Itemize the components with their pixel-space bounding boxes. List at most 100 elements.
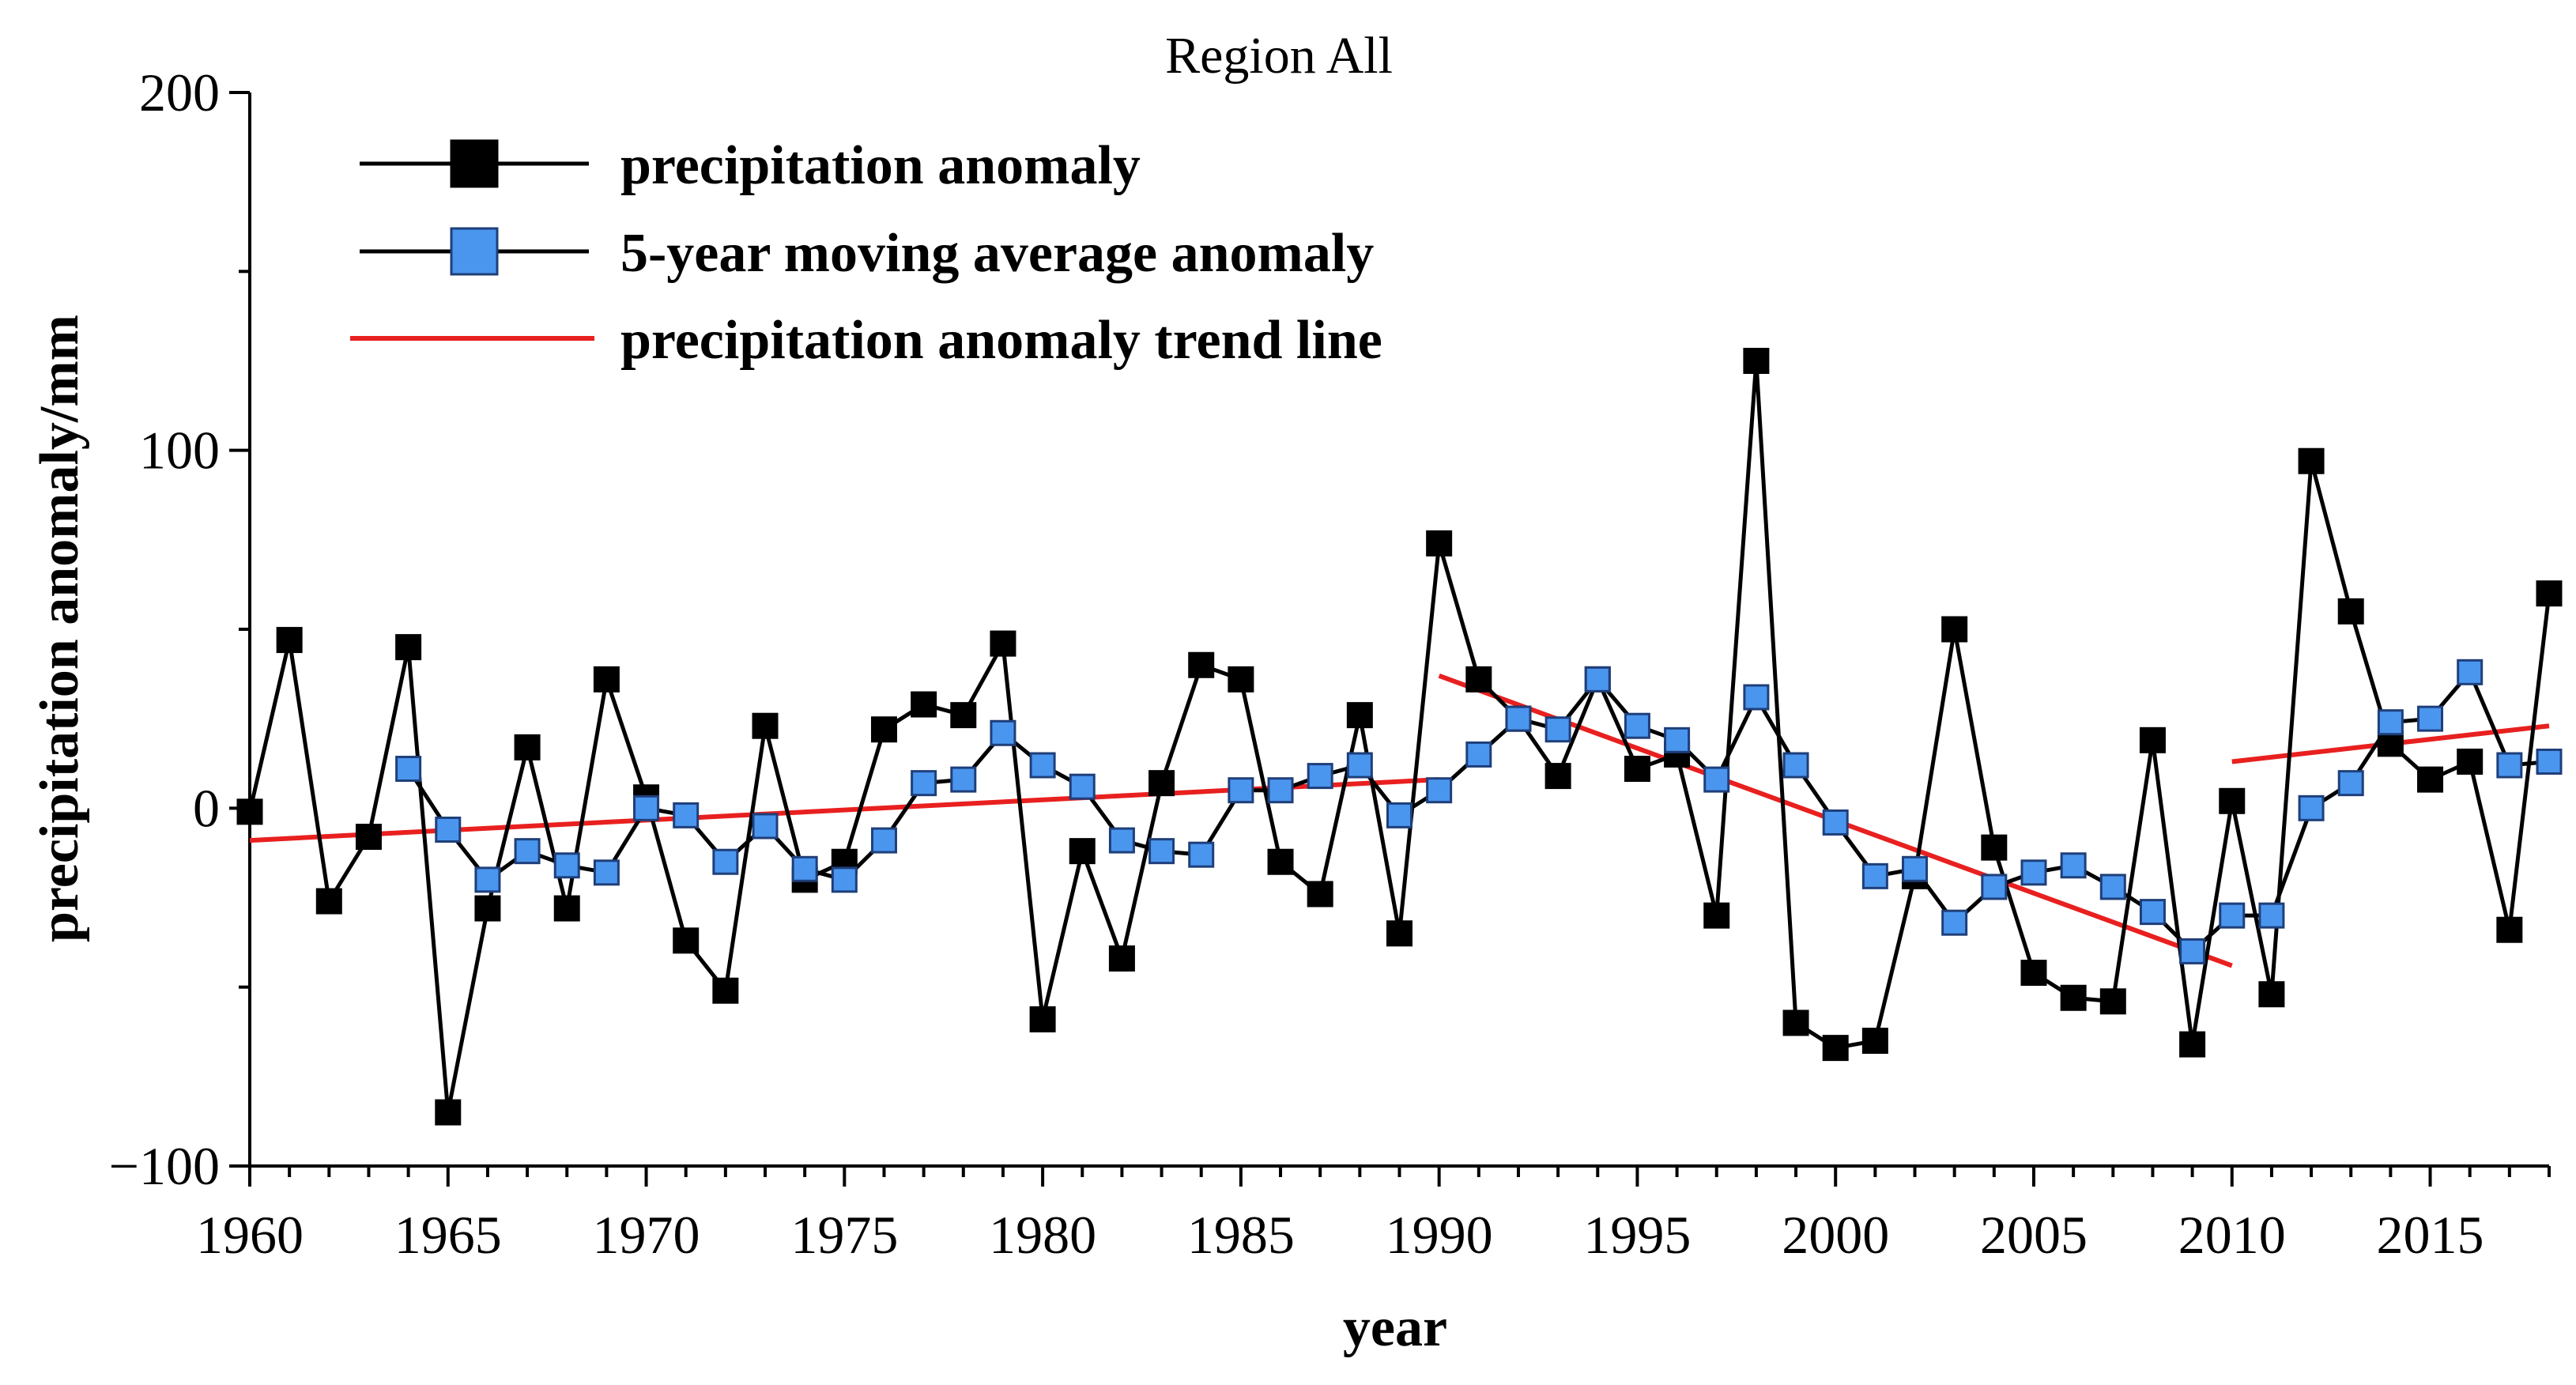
moving-average-point [1981, 874, 2008, 900]
moving-average-point [2179, 938, 2206, 964]
y-tick-label: 200 [139, 62, 220, 123]
anomaly-point [1544, 763, 1571, 790]
moving-average-point [1664, 726, 1691, 753]
anomaly-point [673, 927, 700, 954]
anomaly-point [1346, 702, 1373, 729]
anomaly-point [2377, 730, 2404, 757]
x-tick-label: 1960 [196, 1205, 304, 1265]
moving-average-point [1584, 666, 1611, 692]
moving-average-point [1108, 827, 1135, 854]
anomaly-point [355, 824, 382, 851]
y-tick-label: 100 [139, 421, 220, 481]
moving-average-point [2496, 752, 2523, 779]
chart-title: Region All [1165, 27, 1393, 85]
series [236, 348, 2563, 1126]
moving-average-point [1624, 712, 1650, 739]
moving-average-point [1465, 741, 1492, 768]
anomaly-point [435, 1099, 462, 1126]
moving-average-point [990, 719, 1016, 746]
anomaly-point [2337, 598, 2364, 625]
y-tick-label: 0 [193, 778, 220, 838]
anomaly-point [1782, 1010, 1809, 1036]
anomaly-point [553, 895, 580, 922]
x-tick-label: 2015 [2377, 1205, 2484, 1265]
moving-average-point [633, 794, 660, 821]
moving-average-point [2219, 902, 2246, 929]
anomaly-point [752, 712, 779, 739]
moving-average-point [1822, 809, 1849, 836]
moving-average-point [2258, 902, 2285, 929]
moving-average-point [1505, 705, 1532, 732]
moving-average-point [2139, 899, 2166, 926]
anomaly-point [990, 630, 1016, 657]
x-tick-label: 1965 [394, 1205, 502, 1265]
x-axis-title: year [1343, 1297, 1447, 1358]
anomaly-point [236, 798, 263, 825]
moving-average-point [1426, 777, 1453, 804]
moving-average-point [553, 852, 580, 879]
anomaly-point [1703, 902, 1730, 929]
x-tick-label: 1990 [1386, 1205, 1493, 1265]
moving-average-point [1861, 862, 1888, 889]
anomaly-point [870, 716, 897, 743]
moving-average-point [1188, 841, 1215, 868]
anomaly-point [1029, 1006, 1056, 1032]
moving-average-point [673, 802, 700, 828]
anomaly-point [2179, 1031, 2206, 1058]
legend-label-anomaly: precipitation anomaly [620, 135, 1141, 196]
anomaly-point [2417, 766, 2444, 793]
moving-average-point [752, 813, 779, 840]
x-tick-label: 1985 [1187, 1205, 1295, 1265]
anomaly-point [1861, 1028, 1888, 1055]
anomaly-point [2457, 748, 2484, 775]
anomaly-point [2219, 787, 2246, 814]
anomaly-point [1267, 848, 1294, 875]
moving-average-point [1267, 777, 1294, 804]
y-tick-label: −100 [109, 1136, 220, 1196]
anomaly-point [2020, 960, 2047, 987]
moving-average-point [435, 816, 462, 843]
moving-average-point [1782, 752, 1809, 779]
moving-average-point [1703, 766, 1730, 793]
anomaly-point [1624, 756, 1650, 783]
anomaly-line [247, 359, 2551, 1115]
anomaly-point [1981, 834, 2008, 861]
moving-average-point [2099, 874, 2126, 900]
anomaly-point [1465, 666, 1492, 692]
anomaly-point [1148, 770, 1175, 797]
moving-average-point [2417, 705, 2444, 732]
moving-average-point [514, 838, 541, 865]
anomaly-point [2099, 988, 2126, 1015]
moving-average-point [2060, 852, 2087, 879]
x-tick-label: 1970 [593, 1205, 700, 1265]
legend-label-trend: precipitation anomaly trend line [620, 310, 1382, 371]
moving-average-point [712, 848, 739, 875]
moving-average-point [1941, 909, 1968, 936]
anomaly-point [1228, 666, 1254, 692]
x-tick-label: 2000 [1782, 1205, 1889, 1265]
moving-average-point [1386, 802, 1412, 828]
moving-average-point [950, 766, 977, 793]
anomaly-point [474, 895, 501, 922]
anomaly-point [2060, 984, 2087, 1011]
x-tick-label: 2010 [2178, 1205, 2286, 1265]
moving-average-point [395, 756, 422, 783]
anomaly-point [2139, 726, 2166, 753]
anomaly-point [1743, 348, 1770, 374]
anomaly-point [1069, 838, 1096, 865]
axes: −100 0 100 200 1960 1965 1970 1975 1980 1985 1990 1… [109, 62, 2551, 1265]
x-tick-label: 1980 [989, 1205, 1096, 1265]
moving-average-point [1148, 838, 1175, 865]
moving-average-point [1346, 752, 1373, 779]
anomaly-point [1108, 945, 1135, 972]
moving-average-point [2457, 659, 2484, 685]
anomaly-point [315, 888, 342, 915]
moving-average-point [1228, 777, 1254, 804]
legend: precipitation anomaly 5-year moving aver… [350, 135, 1382, 371]
moving-average-point [2020, 859, 2047, 886]
moving-average-point [2298, 794, 2325, 821]
anomaly-point [593, 666, 620, 692]
anomaly-point [2298, 447, 2325, 474]
moving-average-point [1307, 763, 1333, 790]
